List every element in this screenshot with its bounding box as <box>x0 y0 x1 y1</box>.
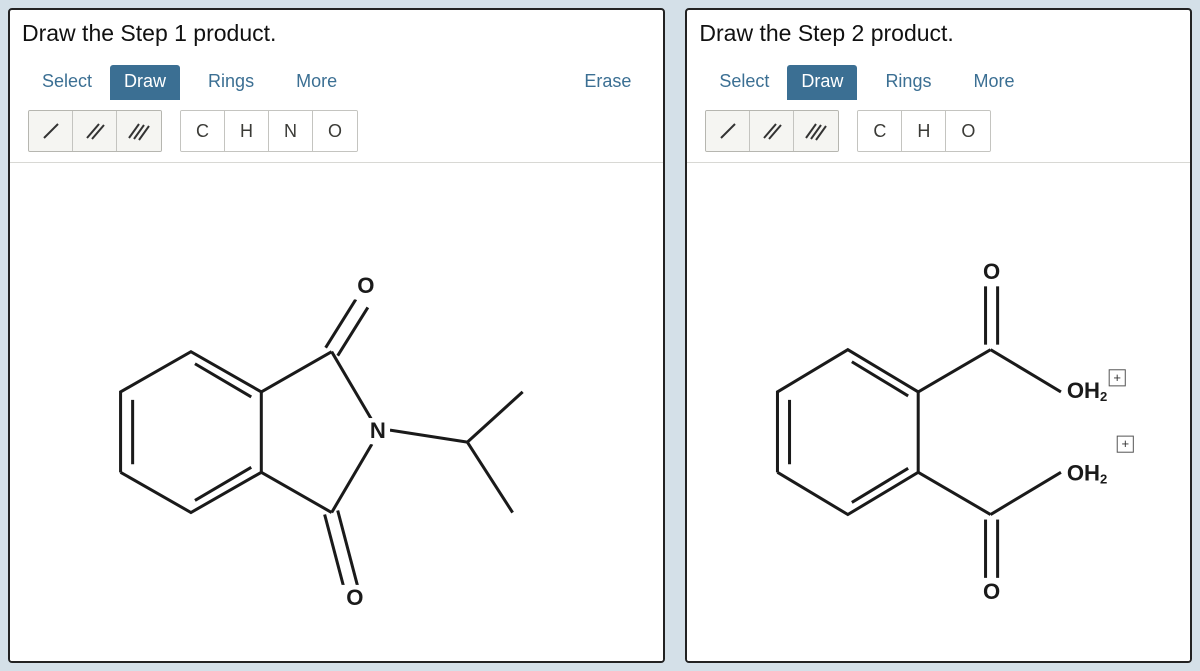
element-group: C H N O <box>180 110 358 152</box>
panel1-title: Draw the Step 1 product. <box>10 10 663 61</box>
panel1-tabs: Select Draw Rings More Erase <box>10 61 663 102</box>
tab-select[interactable]: Select <box>28 65 106 100</box>
elem-n-btn[interactable]: N <box>269 111 313 151</box>
elem-h-btn[interactable]: H <box>225 111 269 151</box>
elem-c-btn[interactable]: C <box>858 111 902 151</box>
elem-o-btn[interactable]: O <box>946 111 990 151</box>
tab-more[interactable]: More <box>959 65 1028 100</box>
atom-o-bot: O <box>346 585 363 610</box>
atom-oh2-b: OH2 <box>1067 460 1107 487</box>
bond-group <box>28 110 162 152</box>
tab-rings[interactable]: Rings <box>871 65 945 100</box>
bond-double-btn[interactable] <box>73 111 117 151</box>
tab-rings[interactable]: Rings <box>194 65 268 100</box>
elem-o-btn[interactable]: O <box>313 111 357 151</box>
bond-double-btn[interactable] <box>750 111 794 151</box>
svg-text:+: + <box>1114 370 1122 385</box>
tab-more[interactable]: More <box>282 65 351 100</box>
bond-single-btn[interactable] <box>706 111 750 151</box>
atom-oh2-a: OH2 <box>1067 378 1107 405</box>
bond-single-btn[interactable] <box>29 111 73 151</box>
panel2-canvas[interactable]: O O OH2 + OH2 + <box>687 162 1190 661</box>
panel2-structure-svg: O O OH2 + OH2 + <box>687 163 1190 661</box>
atom-o-top: O <box>357 273 374 298</box>
bond-group <box>705 110 839 152</box>
elem-h-btn[interactable]: H <box>902 111 946 151</box>
elem-c-btn[interactable]: C <box>181 111 225 151</box>
atom-o-top: O <box>983 259 1000 284</box>
tab-erase[interactable]: Erase <box>570 65 645 100</box>
panel2-title: Draw the Step 2 product. <box>687 10 1190 61</box>
panel1-canvas[interactable]: O O N <box>10 162 663 661</box>
charge-plus-a: + <box>1110 370 1126 386</box>
tab-draw[interactable]: Draw <box>787 65 857 100</box>
element-group: C H O <box>857 110 991 152</box>
tab-select[interactable]: Select <box>705 65 783 100</box>
panel1-structure-svg: O O N <box>10 163 663 661</box>
panel-step2: Draw the Step 2 product. Select Draw Rin… <box>685 8 1192 663</box>
panel2-tools: C H O <box>687 102 1190 162</box>
bond-triple-btn[interactable] <box>117 111 161 151</box>
svg-text:+: + <box>1122 436 1130 451</box>
panel-step1: Draw the Step 1 product. Select Draw Rin… <box>8 8 665 663</box>
panel2-tabs: Select Draw Rings More <box>687 61 1190 102</box>
charge-plus-b: + <box>1118 436 1134 452</box>
tab-draw[interactable]: Draw <box>110 65 180 100</box>
atom-n: N <box>370 418 386 443</box>
bond-triple-btn[interactable] <box>794 111 838 151</box>
panel1-tools: C H N O <box>10 102 663 162</box>
atom-o-bot: O <box>983 579 1000 604</box>
